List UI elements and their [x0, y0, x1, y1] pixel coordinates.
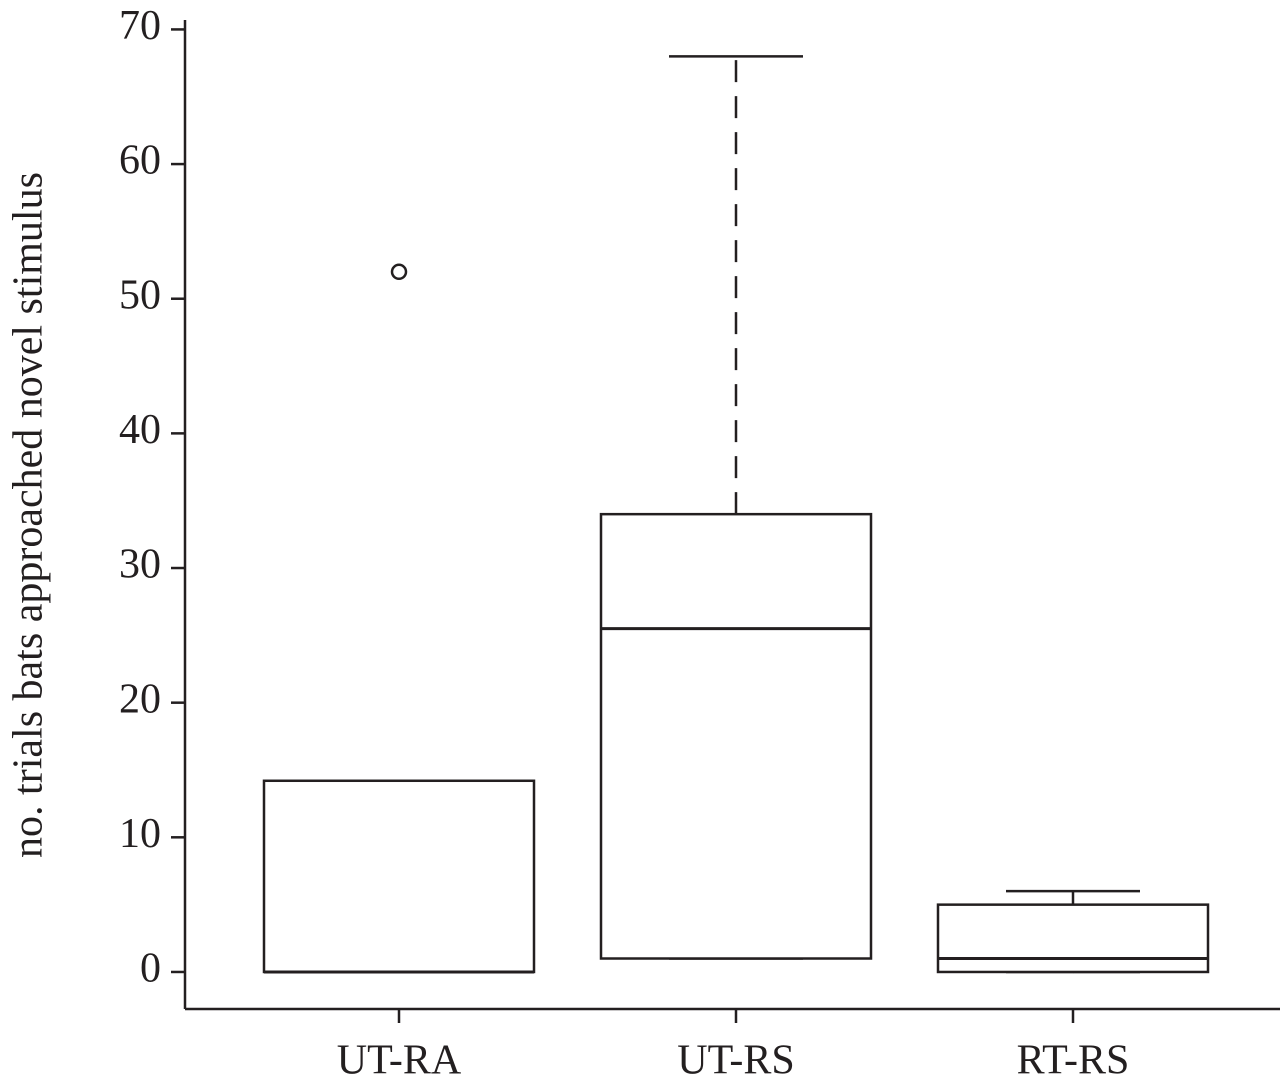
- y-tick-label: 50: [119, 272, 161, 318]
- box: [936, 903, 1210, 974]
- outlier: [390, 263, 408, 281]
- x-tick-label: UT-RA: [337, 1038, 462, 1084]
- y-axis-label: no. trials bats approached novel stimulu…: [6, 172, 52, 858]
- x-tick-label: UT-RS: [677, 1038, 795, 1084]
- y-tick-label: 70: [119, 3, 161, 49]
- y-tick-label: 10: [119, 811, 161, 857]
- y-tick-label: 20: [119, 676, 161, 722]
- y-tick-label: 30: [119, 542, 161, 588]
- y-tick-label: 40: [119, 407, 161, 453]
- x-tick-label: RT-RS: [1017, 1038, 1130, 1084]
- box: [599, 512, 873, 960]
- y-tick-label: 60: [119, 138, 161, 184]
- box: [262, 779, 536, 974]
- y-tick-label: 0: [140, 946, 161, 992]
